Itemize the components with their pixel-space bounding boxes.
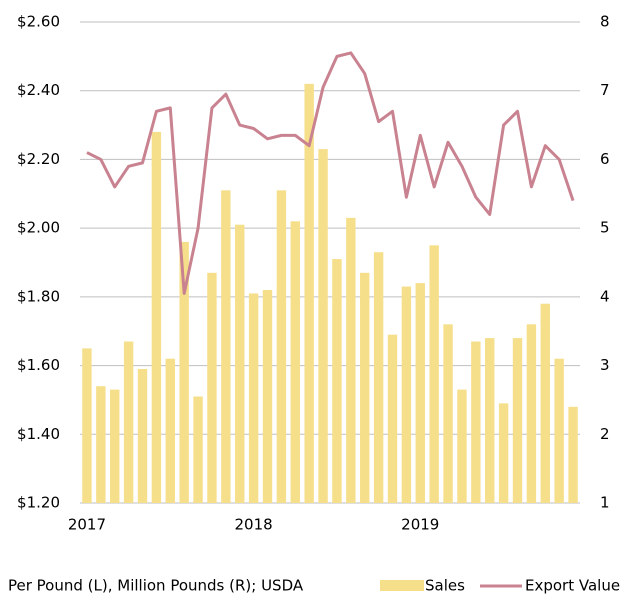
bar (221, 190, 231, 503)
bar (207, 272, 217, 503)
bar (471, 341, 481, 503)
bar (360, 272, 370, 503)
bar (318, 149, 328, 503)
bar (137, 369, 148, 503)
x-tick-label: 2019 (401, 516, 439, 534)
y-tick-label: $1.20 (17, 494, 60, 512)
bar (235, 224, 245, 503)
line (86, 51, 575, 295)
bar (276, 190, 287, 503)
bar (248, 293, 259, 503)
bar (123, 341, 134, 503)
bar (165, 358, 175, 503)
bar (262, 289, 273, 503)
bar (415, 283, 425, 503)
y2-tick-label: 5 (600, 219, 610, 237)
bar (373, 252, 384, 503)
y2-tick-label: 6 (600, 150, 610, 168)
bar (304, 83, 314, 503)
source-note: Per Pound (L), Million Pounds (R); USDA (8, 577, 304, 595)
bar (82, 348, 92, 503)
bar (568, 406, 578, 503)
bar (290, 221, 300, 503)
bar (387, 334, 398, 503)
legend-label: Sales (425, 577, 465, 595)
y-tick-label: $2.00 (17, 219, 60, 237)
bar (110, 389, 120, 503)
y2-tick-label: 3 (600, 356, 610, 374)
y2-tick-label: 7 (600, 81, 610, 99)
bar (401, 286, 412, 503)
bar (332, 259, 342, 503)
y-tick-label: $2.20 (17, 150, 60, 168)
bar (540, 303, 550, 503)
x-tick-label: 2018 (235, 516, 273, 534)
bar (179, 241, 189, 503)
y2-tick-label: 2 (600, 425, 610, 443)
bar (193, 396, 203, 503)
bar (485, 338, 495, 503)
y2-tick-label: 1 (600, 494, 610, 512)
x-tick-label: 2017 (68, 516, 106, 534)
legend-label: Export Value (525, 577, 620, 595)
y-tick-label: $1.40 (17, 425, 60, 443)
y2-tick-label: 4 (600, 287, 610, 305)
y-tick-label: $1.80 (17, 287, 60, 305)
legend-swatch (380, 580, 424, 591)
y-tick-label: $2.40 (17, 81, 60, 99)
bar (151, 131, 162, 503)
bar (346, 217, 356, 504)
bar (429, 245, 439, 504)
bar (512, 338, 523, 503)
bar (554, 358, 564, 503)
y-tick-label: $2.60 (17, 13, 60, 31)
bar (498, 403, 509, 503)
y2-tick-label: 8 (600, 13, 610, 31)
bar (526, 324, 537, 503)
bar (457, 389, 467, 503)
bar (443, 324, 453, 503)
y-tick-label: $1.60 (17, 356, 60, 374)
bar (96, 386, 106, 503)
